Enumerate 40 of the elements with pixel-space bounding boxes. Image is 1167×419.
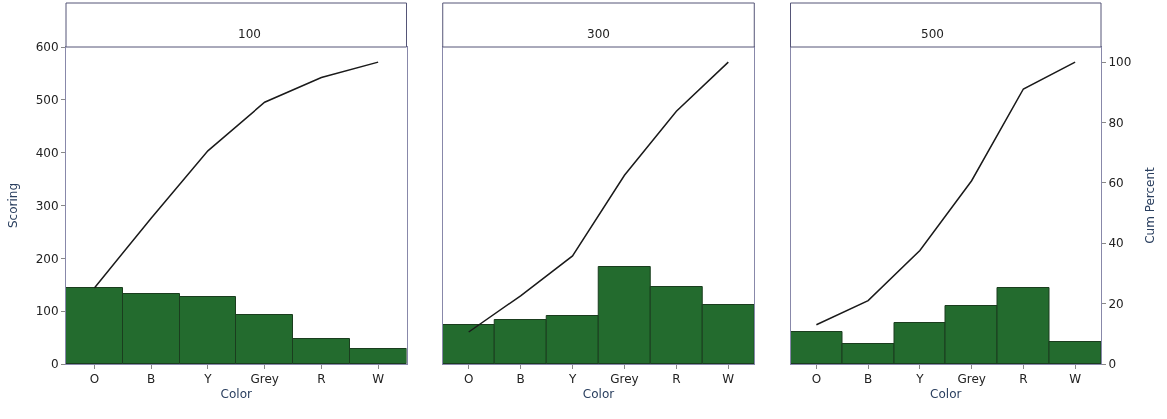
y-tick-label: 400 — [35, 145, 59, 160]
x-tick-label: Grey — [610, 372, 639, 387]
x-tick-label: O — [463, 372, 474, 387]
y2-tick-label: 40 — [1108, 236, 1124, 251]
x-tick-label: W — [722, 372, 735, 387]
x-tick-label: Y — [203, 372, 213, 387]
y-tick-label: 600 — [35, 40, 59, 55]
x-tick-label: Grey — [250, 372, 279, 387]
x-tick-label: W — [372, 372, 385, 387]
x-tick-label: O — [811, 372, 822, 387]
y-tick-label: 0 — [50, 357, 59, 372]
x-tick-label: O — [89, 372, 100, 387]
x-tick-label: R — [1019, 372, 1028, 387]
x-tick-label: B — [864, 372, 873, 387]
line-series — [815, 61, 1076, 326]
x-axis-title: Color — [930, 387, 962, 402]
x-tick-label: R — [672, 372, 681, 387]
chart-title: 500 — [921, 27, 944, 41]
x-tick-label: Grey — [957, 372, 986, 387]
y-tick-label: 300 — [35, 198, 59, 213]
y-tick-label: 100 — [35, 304, 59, 319]
x-tick-label: Y — [915, 372, 925, 387]
y-tick-label: 500 — [35, 93, 59, 108]
y-axis-title: Scoring — [5, 182, 20, 229]
y2-tick-label: 0 — [1108, 357, 1117, 372]
chart-title: 100 — [238, 27, 261, 41]
y2-tick-label: 100 — [1108, 55, 1132, 70]
x-tick-label: Y — [567, 372, 577, 387]
y2-axis-title: Cum Percent — [1143, 166, 1158, 244]
y2-tick-label: 80 — [1108, 115, 1124, 130]
chart-title: 300 — [587, 27, 610, 41]
x-axis-title: Color — [220, 387, 252, 402]
y-tick-label: 200 — [35, 251, 59, 266]
x-tick-label: B — [516, 372, 525, 387]
x-tick-label: W — [1069, 372, 1082, 387]
y2-tick-label: 20 — [1108, 296, 1124, 311]
x-tick-label: B — [147, 372, 156, 387]
y2-tick-label: 60 — [1108, 176, 1124, 191]
x-axis-title: Color — [582, 387, 615, 402]
x-tick-label: R — [317, 372, 326, 387]
